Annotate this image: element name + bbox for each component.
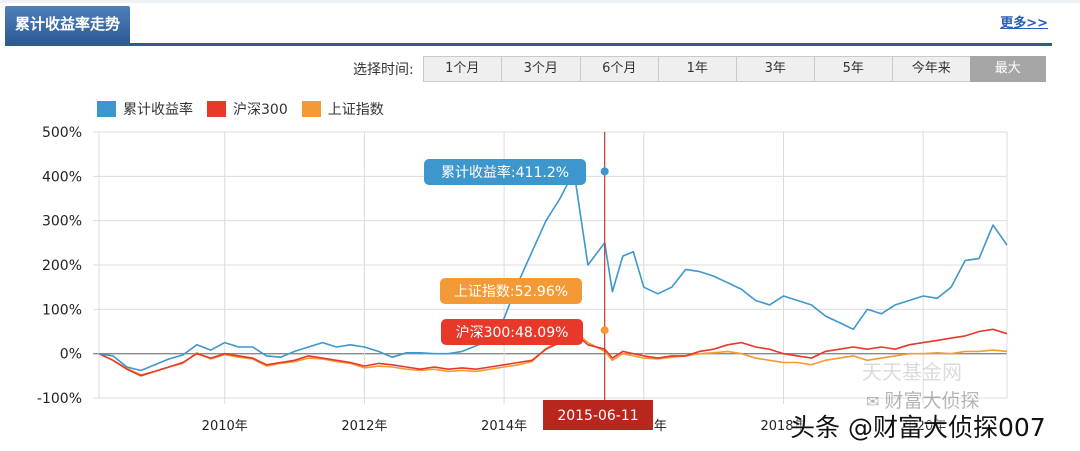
- series-line: [98, 170, 1008, 372]
- y-tick-label: -100%: [37, 391, 82, 407]
- legend-item-fund[interactable]: 累计收益率: [97, 99, 193, 119]
- legend-swatch-hs300: [207, 101, 226, 117]
- range-option-0[interactable]: 1个月: [422, 56, 502, 82]
- range-option-3[interactable]: 1年: [657, 56, 737, 82]
- chart-legend: 累计收益率 沪深300 上证指数: [97, 99, 398, 119]
- x-tick-label: 2010年: [202, 419, 248, 434]
- range-option-2[interactable]: 6个月: [579, 56, 659, 82]
- y-tick-label: 500%: [42, 125, 82, 141]
- chart-series: [98, 170, 1008, 377]
- more-link[interactable]: 更多>>: [1000, 16, 1048, 31]
- svg-text:2015-06-11: 2015-06-11: [557, 408, 638, 424]
- svg-text:沪深300:48.09%: 沪深300:48.09%: [456, 325, 569, 341]
- x-tick-label: 2014年: [481, 419, 527, 434]
- legend-label: 累计收益率: [123, 102, 193, 118]
- x-tick-label: 2016年: [621, 419, 667, 434]
- wechat-icon: ✉: [866, 392, 885, 411]
- tooltip-hs300: [441, 319, 583, 345]
- chart-tooltip: 累计收益率:411.2% 上证指数:52.96% 沪深300:48.09% 2015-…: [424, 132, 653, 430]
- date-label: [543, 400, 653, 430]
- legend-swatch-fund: [97, 101, 116, 117]
- legend-label: 沪深300: [233, 102, 288, 118]
- legend-label: 上证指数: [327, 102, 384, 118]
- range-option-1[interactable]: 3个月: [500, 56, 581, 82]
- range-option-5[interactable]: 5年: [813, 56, 893, 82]
- tooltip-sh-index: [440, 278, 582, 304]
- chart-axes: -100% 0% 100% 200% 300% 400% 500% 2010年 2012年 201…: [37, 125, 946, 434]
- y-tick-label: 0%: [60, 347, 82, 363]
- watermark-site: 天天基金网: [862, 360, 962, 384]
- watermark-wechat: ✉ 财富大侦探: [866, 386, 980, 413]
- range-buttons: 1个月 3个月 6个月 1年 3年 5年 今年来 最大: [422, 56, 1046, 82]
- y-tick-label: 100%: [42, 302, 82, 318]
- legend-swatch-sh-index: [301, 101, 321, 117]
- time-range-selector: 选择时间: 1个月 3个月 6个月 1年 3年 5年 今年来 最大: [353, 56, 1046, 82]
- y-tick-label: 300%: [42, 214, 82, 230]
- legend-item-hs300[interactable]: 沪深300: [207, 99, 288, 119]
- range-option-7[interactable]: 最大: [969, 56, 1046, 82]
- svg-text:累计收益率:411.2%: 累计收益率:411.2%: [441, 164, 569, 181]
- panel-title: 累计收益率走势: [5, 6, 131, 43]
- x-tick-label: 2012年: [341, 419, 387, 434]
- header-divider: [5, 43, 1052, 46]
- y-tick-label: 200%: [42, 258, 82, 274]
- panel-header: 累计收益率走势 更多>>: [0, 0, 1080, 47]
- range-option-6[interactable]: 今年来: [891, 56, 971, 82]
- range-label: 选择时间:: [353, 62, 414, 78]
- watermark-toutiao: 头条 @财富大侦探007: [790, 413, 1046, 442]
- y-tick-label: 400%: [42, 169, 82, 185]
- range-option-4[interactable]: 3年: [735, 56, 815, 82]
- legend-item-sh-index[interactable]: 上证指数: [301, 99, 384, 119]
- watermark-wechat-text: 财富大侦探: [884, 390, 980, 412]
- svg-text:上证指数:52.96%: 上证指数:52.96%: [454, 284, 568, 300]
- tooltip-fund: [424, 159, 586, 185]
